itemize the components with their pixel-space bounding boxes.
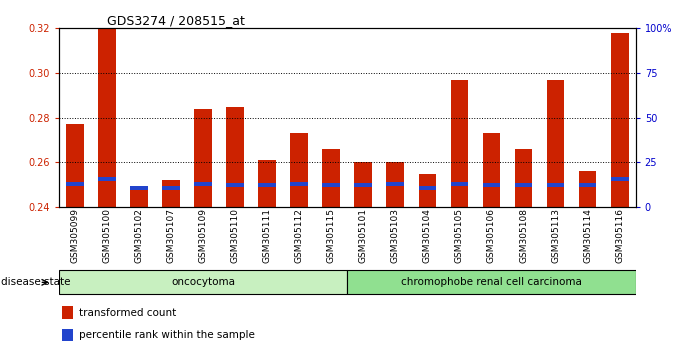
Bar: [226, 107, 244, 207]
Text: GSM305115: GSM305115: [327, 208, 336, 263]
Text: GSM305105: GSM305105: [455, 208, 464, 263]
Text: GSM305109: GSM305109: [198, 208, 207, 263]
Text: GSM305100: GSM305100: [102, 208, 111, 263]
Text: GSM305108: GSM305108: [519, 208, 528, 263]
Text: oncocytoma: oncocytoma: [171, 277, 235, 287]
Bar: [386, 162, 404, 207]
Text: GSM305112: GSM305112: [294, 208, 303, 263]
Bar: [194, 109, 212, 207]
Text: GSM305102: GSM305102: [134, 208, 143, 263]
Bar: [290, 182, 308, 186]
Bar: [323, 149, 340, 207]
Bar: [451, 182, 468, 186]
Text: GSM305111: GSM305111: [263, 208, 272, 263]
Bar: [98, 28, 115, 207]
Text: GSM305101: GSM305101: [359, 208, 368, 263]
Bar: [162, 180, 180, 207]
Text: GSM305110: GSM305110: [231, 208, 240, 263]
Text: GSM305106: GSM305106: [487, 208, 496, 263]
Bar: [611, 33, 629, 207]
Text: GSM305107: GSM305107: [167, 208, 176, 263]
Bar: [451, 80, 468, 207]
Bar: [547, 80, 565, 207]
Bar: [61, 307, 73, 319]
Bar: [258, 183, 276, 187]
Bar: [515, 149, 532, 207]
Bar: [66, 124, 84, 207]
Bar: [354, 183, 372, 187]
Text: GSM305103: GSM305103: [391, 208, 400, 263]
Text: GSM305104: GSM305104: [423, 208, 432, 263]
Bar: [482, 133, 500, 207]
FancyBboxPatch shape: [59, 270, 347, 294]
Bar: [386, 182, 404, 186]
Text: GSM305113: GSM305113: [551, 208, 560, 263]
Bar: [482, 183, 500, 187]
Text: GDS3274 / 208515_at: GDS3274 / 208515_at: [107, 14, 245, 27]
Bar: [515, 183, 532, 187]
Text: GSM305099: GSM305099: [70, 208, 79, 263]
Bar: [290, 133, 308, 207]
Bar: [579, 171, 596, 207]
Text: disease state: disease state: [1, 277, 71, 287]
Bar: [419, 173, 436, 207]
Bar: [611, 177, 629, 181]
Bar: [130, 187, 148, 207]
Bar: [354, 162, 372, 207]
Bar: [130, 186, 148, 190]
Text: GSM305114: GSM305114: [583, 208, 592, 263]
Bar: [547, 183, 565, 187]
Text: chromophobe renal cell carcinoma: chromophobe renal cell carcinoma: [401, 277, 582, 287]
Text: transformed count: transformed count: [79, 308, 176, 318]
Bar: [194, 182, 212, 186]
Text: percentile rank within the sample: percentile rank within the sample: [79, 330, 255, 340]
Bar: [98, 177, 115, 181]
Bar: [162, 186, 180, 190]
Bar: [226, 183, 244, 187]
Text: GSM305116: GSM305116: [615, 208, 624, 263]
Bar: [419, 186, 436, 190]
Bar: [323, 183, 340, 187]
Bar: [61, 329, 73, 341]
Bar: [258, 160, 276, 207]
Bar: [579, 183, 596, 187]
FancyBboxPatch shape: [347, 270, 636, 294]
Bar: [66, 182, 84, 186]
